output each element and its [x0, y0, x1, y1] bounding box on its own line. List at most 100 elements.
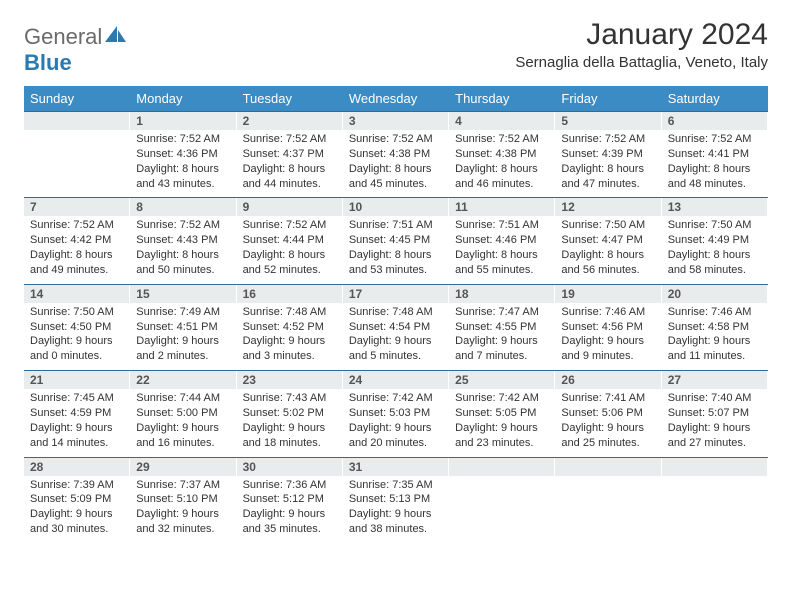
detail-line: Sunrise: 7:37 AM: [136, 478, 229, 493]
detail-line: Sunset: 4:37 PM: [243, 147, 336, 162]
detail-line: and 14 minutes.: [30, 436, 123, 451]
detail-line: Sunrise: 7:51 AM: [455, 218, 548, 233]
week-row: 21Sunrise: 7:45 AMSunset: 4:59 PMDayligh…: [24, 370, 768, 456]
calendar-cell: 14Sunrise: 7:50 AMSunset: 4:50 PMDayligh…: [24, 285, 130, 370]
day-number: 6: [662, 112, 767, 130]
calendar-cell: 26Sunrise: 7:41 AMSunset: 5:06 PMDayligh…: [555, 371, 661, 456]
detail-line: Sunrise: 7:44 AM: [136, 391, 229, 406]
day-number: 12: [555, 198, 660, 216]
day-details: Sunrise: 7:52 AMSunset: 4:39 PMDaylight:…: [555, 130, 660, 197]
day-number: 2: [237, 112, 342, 130]
day-number: 13: [662, 198, 767, 216]
day-number: [24, 112, 129, 130]
detail-line: Daylight: 9 hours: [30, 334, 123, 349]
detail-line: Sunset: 4:50 PM: [30, 320, 123, 335]
detail-line: and 53 minutes.: [349, 263, 442, 278]
detail-line: Sunrise: 7:52 AM: [243, 218, 336, 233]
detail-line: Daylight: 8 hours: [349, 162, 442, 177]
calendar-cell: [662, 458, 768, 543]
detail-line: Daylight: 8 hours: [243, 248, 336, 263]
calendar-cell: 6Sunrise: 7:52 AMSunset: 4:41 PMDaylight…: [662, 112, 768, 197]
detail-line: and 47 minutes.: [561, 177, 654, 192]
detail-line: Sunrise: 7:52 AM: [136, 132, 229, 147]
detail-line: Sunset: 4:55 PM: [455, 320, 548, 335]
detail-line: Daylight: 9 hours: [668, 334, 761, 349]
detail-line: Daylight: 9 hours: [30, 421, 123, 436]
day-header-monday: Monday: [130, 86, 236, 111]
day-details: [449, 476, 554, 484]
calendar-cell: 25Sunrise: 7:42 AMSunset: 5:05 PMDayligh…: [449, 371, 555, 456]
day-details: Sunrise: 7:52 AMSunset: 4:43 PMDaylight:…: [130, 216, 235, 283]
detail-line: and 48 minutes.: [668, 177, 761, 192]
detail-line: Sunset: 4:54 PM: [349, 320, 442, 335]
day-number: 15: [130, 285, 235, 303]
day-details: Sunrise: 7:46 AMSunset: 4:58 PMDaylight:…: [662, 303, 767, 370]
detail-line: Sunrise: 7:52 AM: [668, 132, 761, 147]
detail-line: Sunset: 4:49 PM: [668, 233, 761, 248]
day-number: 9: [237, 198, 342, 216]
calendar-cell: 18Sunrise: 7:47 AMSunset: 4:55 PMDayligh…: [449, 285, 555, 370]
detail-line: and 44 minutes.: [243, 177, 336, 192]
detail-line: Sunrise: 7:49 AM: [136, 305, 229, 320]
day-details: Sunrise: 7:52 AMSunset: 4:37 PMDaylight:…: [237, 130, 342, 197]
day-details: Sunrise: 7:45 AMSunset: 4:59 PMDaylight:…: [24, 389, 129, 456]
day-number: 30: [237, 458, 342, 476]
day-number: 16: [237, 285, 342, 303]
calendar-cell: [449, 458, 555, 543]
day-number: 8: [130, 198, 235, 216]
calendar-cell: 21Sunrise: 7:45 AMSunset: 4:59 PMDayligh…: [24, 371, 130, 456]
day-header-sunday: Sunday: [24, 86, 130, 111]
detail-line: Daylight: 8 hours: [136, 162, 229, 177]
day-number: 19: [555, 285, 660, 303]
day-number: 20: [662, 285, 767, 303]
detail-line: Daylight: 9 hours: [30, 507, 123, 522]
calendar: Sunday Monday Tuesday Wednesday Thursday…: [24, 86, 768, 543]
detail-line: Sunset: 5:02 PM: [243, 406, 336, 421]
detail-line: and 49 minutes.: [30, 263, 123, 278]
day-details: Sunrise: 7:50 AMSunset: 4:47 PMDaylight:…: [555, 216, 660, 283]
day-number: 24: [343, 371, 448, 389]
detail-line: Sunrise: 7:52 AM: [30, 218, 123, 233]
detail-line: Sunrise: 7:52 AM: [243, 132, 336, 147]
day-header-wednesday: Wednesday: [343, 86, 449, 111]
detail-line: Sunset: 4:45 PM: [349, 233, 442, 248]
detail-line: Sunset: 4:46 PM: [455, 233, 548, 248]
calendar-cell: 8Sunrise: 7:52 AMSunset: 4:43 PMDaylight…: [130, 198, 236, 283]
detail-line: Daylight: 9 hours: [349, 334, 442, 349]
detail-line: Daylight: 8 hours: [30, 248, 123, 263]
detail-line: Daylight: 8 hours: [561, 248, 654, 263]
week-row: 1Sunrise: 7:52 AMSunset: 4:36 PMDaylight…: [24, 111, 768, 197]
calendar-cell: 31Sunrise: 7:35 AMSunset: 5:13 PMDayligh…: [343, 458, 449, 543]
calendar-cell: 10Sunrise: 7:51 AMSunset: 4:45 PMDayligh…: [343, 198, 449, 283]
calendar-cell: 3Sunrise: 7:52 AMSunset: 4:38 PMDaylight…: [343, 112, 449, 197]
detail-line: Daylight: 9 hours: [455, 421, 548, 436]
weeks-container: 1Sunrise: 7:52 AMSunset: 4:36 PMDaylight…: [24, 111, 768, 543]
day-header-friday: Friday: [555, 86, 661, 111]
detail-line: and 2 minutes.: [136, 349, 229, 364]
day-details: Sunrise: 7:42 AMSunset: 5:03 PMDaylight:…: [343, 389, 448, 456]
title-block: January 2024 Sernaglia della Battaglia, …: [515, 18, 768, 71]
calendar-cell: 2Sunrise: 7:52 AMSunset: 4:37 PMDaylight…: [237, 112, 343, 197]
calendar-cell: 29Sunrise: 7:37 AMSunset: 5:10 PMDayligh…: [130, 458, 236, 543]
detail-line: and 16 minutes.: [136, 436, 229, 451]
detail-line: Daylight: 8 hours: [455, 162, 548, 177]
day-details: Sunrise: 7:39 AMSunset: 5:09 PMDaylight:…: [24, 476, 129, 543]
detail-line: Sunset: 5:12 PM: [243, 492, 336, 507]
detail-line: Sunset: 4:58 PM: [668, 320, 761, 335]
day-details: Sunrise: 7:44 AMSunset: 5:00 PMDaylight:…: [130, 389, 235, 456]
detail-line: Sunset: 4:39 PM: [561, 147, 654, 162]
day-details: Sunrise: 7:41 AMSunset: 5:06 PMDaylight:…: [555, 389, 660, 456]
day-number: 29: [130, 458, 235, 476]
day-details: Sunrise: 7:48 AMSunset: 4:54 PMDaylight:…: [343, 303, 448, 370]
detail-line: Sunset: 4:38 PM: [349, 147, 442, 162]
day-details: Sunrise: 7:48 AMSunset: 4:52 PMDaylight:…: [237, 303, 342, 370]
detail-line: Daylight: 9 hours: [243, 421, 336, 436]
detail-line: and 38 minutes.: [349, 522, 442, 537]
day-details: Sunrise: 7:43 AMSunset: 5:02 PMDaylight:…: [237, 389, 342, 456]
detail-line: and 9 minutes.: [561, 349, 654, 364]
detail-line: and 7 minutes.: [455, 349, 548, 364]
calendar-cell: 28Sunrise: 7:39 AMSunset: 5:09 PMDayligh…: [24, 458, 130, 543]
day-details: Sunrise: 7:51 AMSunset: 4:46 PMDaylight:…: [449, 216, 554, 283]
day-details: Sunrise: 7:50 AMSunset: 4:50 PMDaylight:…: [24, 303, 129, 370]
day-number: 17: [343, 285, 448, 303]
